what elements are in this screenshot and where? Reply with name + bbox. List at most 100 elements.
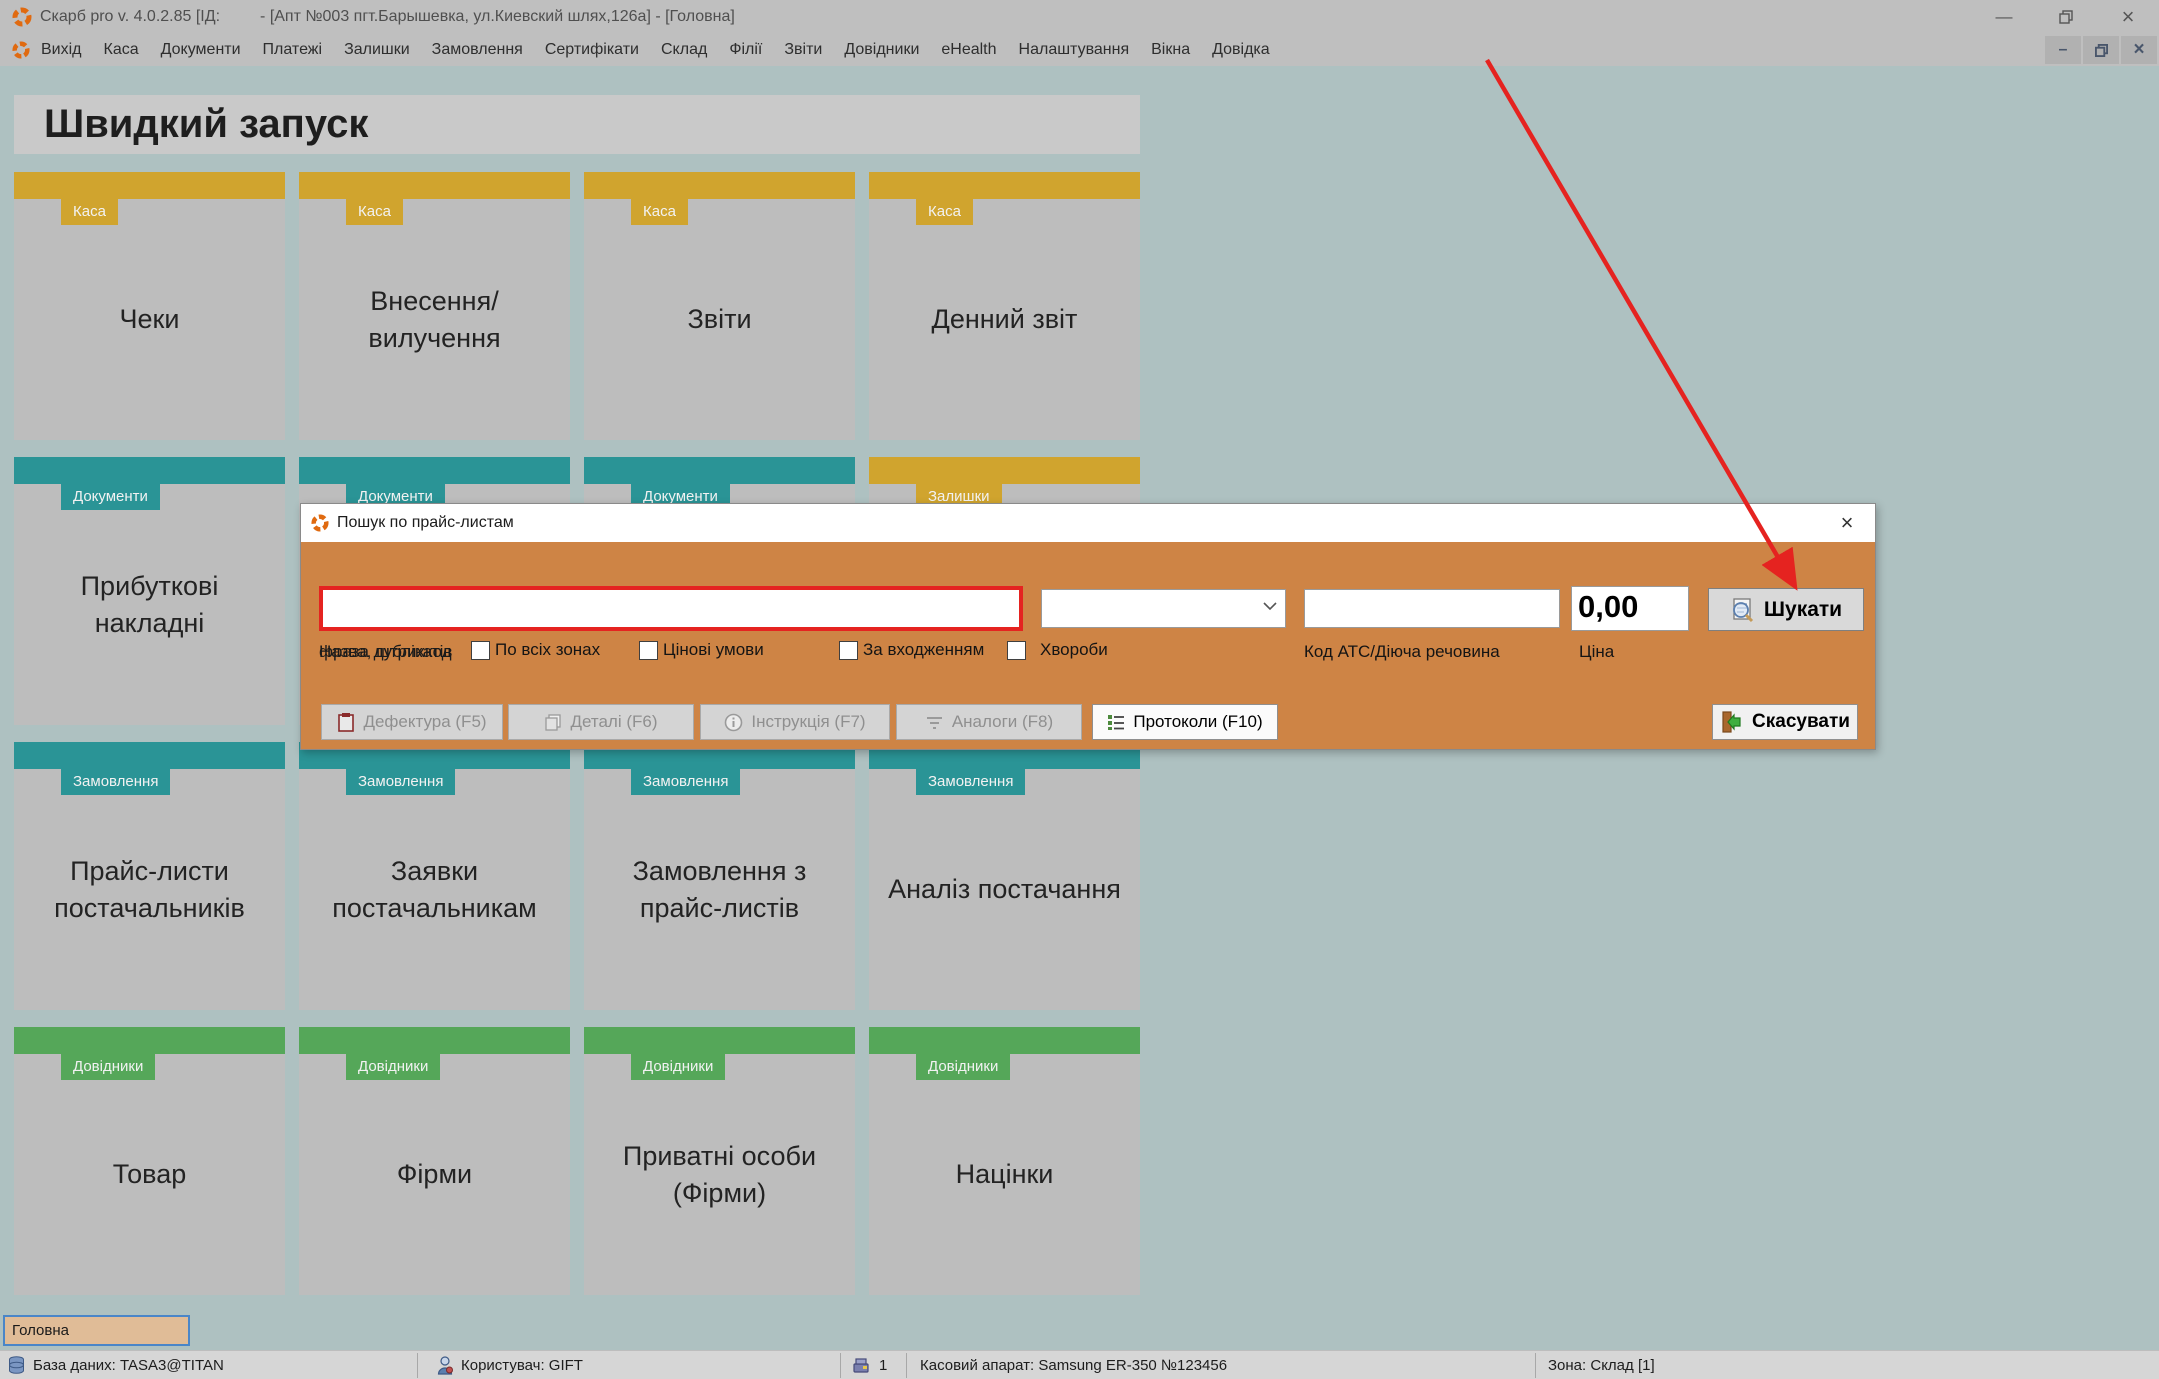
tile-zaiavky[interactable]: Замовлення Заявки постачальникам [299,742,570,1010]
tile-title: Аналіз постачання [888,874,1121,905]
window-title: Скарб pro v. 4.0.2.85 [ІД: - [Апт №003 п… [40,8,735,25]
cash-register-icon [853,1358,869,1373]
dialog-title-bar: Пошук по прайс-листам × [301,504,1875,542]
status-bar: База даних: TASA3@TITAN Користувач: GIFT… [0,1350,2159,1379]
tile-title: Замовлення з прайс-листів [632,856,807,923]
status-separator [417,1353,418,1378]
tile-pryvatni-osoby[interactable]: Довідники Приватні особи (Фірми) [584,1027,855,1295]
tile-category: Замовлення [346,769,456,795]
tile-cheky[interactable]: Каса Чеки [14,172,285,440]
tile-title: Фірми [396,1159,473,1190]
menu-bar: Вихід Каса Документи Платежі Залишки Зам… [0,34,2159,66]
menu-certificates[interactable]: Сертифікати [544,41,639,58]
details-button[interactable]: Деталі (F6) [508,704,694,740]
skarb-logo-icon [12,7,32,27]
checkbox-box[interactable] [471,640,490,660]
tile-analiz-postachannia[interactable]: Замовлення Аналіз постачання [869,742,1140,1010]
price-field[interactable]: 0,00 [1571,586,1689,631]
close-icon[interactable]: × [2121,4,2135,29]
checkbox-box[interactable] [839,640,858,660]
dialog-options-row: Назва, штрихкод фраза дублікатів По всіх… [301,640,1875,666]
menu-stocks[interactable]: Залишки [344,41,410,58]
atc-input[interactable] [1304,589,1560,628]
status-cash-register: Касовий апарат: Samsung ER-350 №123456 [920,1357,1228,1374]
search-doc-icon [1733,597,1753,622]
filter-combobox[interactable] [1041,589,1286,628]
checkbox-box[interactable] [639,640,658,660]
pages-icon [545,714,562,731]
tile-zvity[interactable]: Каса Звіти [584,172,855,440]
tile-strip [299,172,570,199]
status-database: База даних: TASA3@TITAN [8,1351,224,1379]
list-icon [1108,715,1125,730]
menu-help[interactable]: Довідка [1212,41,1270,58]
dialog-button-row: Дефектура (F5) Деталі (F6) Інструкція (F… [301,704,1875,740]
user-icon [437,1356,453,1375]
overlapping-labels: Назва, штрихкод фраза дублікатів [319,640,549,666]
tile-category: Довідники [61,1054,156,1080]
skarb-logo-icon [311,514,329,532]
checkbox-all-zones[interactable]: По всіх зонах [471,640,600,660]
status-user: Користувач: GIFT [437,1351,583,1379]
menu-ehealth[interactable]: eHealth [941,41,997,58]
tile-vnesennia[interactable]: Каса Внесення/вилучення [299,172,570,440]
clipboard-icon [338,713,355,732]
mdi-minimize-icon[interactable]: – [2045,36,2081,64]
home-tab[interactable]: Головна [3,1315,190,1346]
tile-tovar[interactable]: Довідники Товар [14,1027,285,1295]
status-zone: Зона: Склад [1] [1548,1357,1655,1374]
menu-warehouse[interactable]: Склад [661,41,708,58]
search-button[interactable]: Шукати [1708,588,1864,631]
quick-launch-grid: Каса Чеки Каса Внесення/вилучення Каса З… [14,172,1140,1295]
tile-strip [299,457,570,484]
tile-title: Внесення/вилучення [368,286,501,353]
tile-strip [869,1027,1140,1054]
menu-payments[interactable]: Платежі [262,41,323,58]
status-separator [840,1353,841,1378]
protocols-button[interactable]: Протоколи (F10) [1092,704,1278,740]
checkbox-price-terms[interactable]: Цінові умови [639,640,764,660]
label-name-barcode: Назва, штрихкод [319,642,452,661]
status-separator [906,1353,907,1378]
mdi-close-icon[interactable]: × [2121,36,2157,64]
tile-title: Звіти [687,304,752,335]
mdi-restore-icon[interactable] [2083,36,2119,64]
menu-windows[interactable]: Вікна [1151,41,1191,58]
menu-kasa[interactable]: Каса [103,41,139,58]
tile-prybutkovi-nakladni[interactable]: Документи Прибуткові накладні [14,457,285,725]
checkbox-by-entry[interactable]: За входженням [839,640,984,660]
menu-reports[interactable]: Звіти [784,41,823,58]
minimize-icon[interactable]: — [1995,7,2013,26]
menu-orders[interactable]: Замовлення [431,41,523,58]
analogs-button[interactable]: Аналоги (F8) [896,704,1082,740]
tile-zamovlennia-z-price[interactable]: Замовлення Замовлення з прайс-листів [584,742,855,1010]
dialog-close-icon[interactable]: × [1840,510,1854,535]
dialog-title: Пошук по прайс-листам [337,514,514,531]
menu-directories[interactable]: Довідники [844,41,920,58]
menu-exit[interactable]: Вихід [41,41,82,58]
price-label: Ціна [1579,642,1615,661]
tile-price-lists[interactable]: Замовлення Прайс-листи постачальників [14,742,285,1010]
menu-branches[interactable]: Філії [729,41,763,58]
checkbox-box[interactable] [1007,640,1026,660]
search-input[interactable] [319,586,1023,631]
tile-strip [584,457,855,484]
menu-settings[interactable]: Налаштування [1018,41,1130,58]
search-button-label: Шукати [1763,597,1843,621]
cancel-button[interactable]: Скасувати [1712,704,1858,740]
tile-firmy[interactable]: Довідники Фірми [299,1027,570,1295]
tile-natsinky[interactable]: Довідники Націнки [869,1027,1140,1295]
menu-documents[interactable]: Документи [160,41,241,58]
chevron-down-icon [1263,602,1277,611]
defektura-button[interactable]: Дефектура (F5) [321,704,503,740]
tile-strip [869,457,1140,484]
restore-icon[interactable] [2035,0,2097,34]
tile-title: Товар [112,1159,187,1190]
tile-dennyi-zvit[interactable]: Каса Денний звіт [869,172,1140,440]
tile-title: Заявки постачальникам [332,856,537,923]
tile-title: Денний звіт [931,304,1078,335]
tile-category: Каса [61,199,118,225]
price-list-search-dialog: Пошук по прайс-листам × 0,00 Шукати [300,503,1876,750]
instruction-button[interactable]: Інструкція (F7) [700,704,890,740]
checkbox-diseases[interactable]: Хвороби [1007,640,1108,660]
